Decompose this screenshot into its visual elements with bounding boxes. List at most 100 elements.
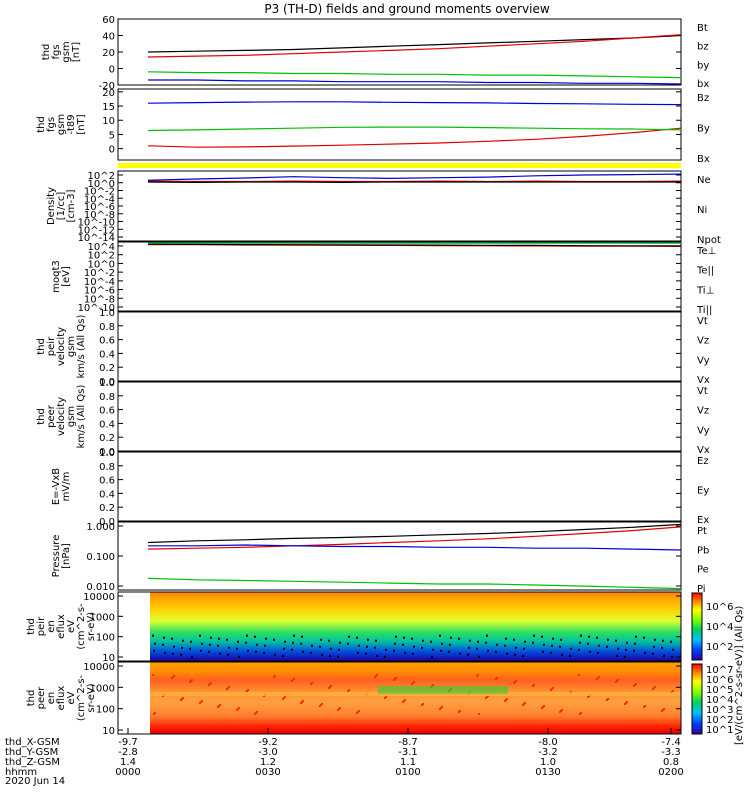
y-tick-label: 0.4 <box>99 419 115 430</box>
series-line <box>147 523 682 544</box>
panel-ylabel: peer <box>36 686 47 710</box>
heatmap-cell <box>617 647 619 650</box>
heatmap-cell <box>293 678 295 680</box>
heatmap-cell <box>580 634 582 637</box>
heatmap-cell <box>338 648 340 651</box>
y-tick-label: 0.010 <box>86 582 115 593</box>
cb-el-tick: 10^7 <box>706 665 733 676</box>
heatmap-cell <box>459 652 461 655</box>
x-row-label: thd_Y-GSM <box>5 747 58 758</box>
heatmap-cell <box>606 645 608 648</box>
heatmap-cell <box>607 638 609 641</box>
heatmap-cell <box>561 709 563 711</box>
heatmap-cell <box>552 687 554 689</box>
heatmap-cell <box>180 653 182 656</box>
y-tick-label: 1.0 <box>99 378 115 389</box>
heatmap-cell <box>413 645 415 648</box>
panel-ylabel: mV/m <box>61 472 72 502</box>
heatmap-cell <box>506 652 508 655</box>
heatmap-cell <box>330 647 332 650</box>
heatmap-cell <box>172 652 174 655</box>
legend-entry: Pb <box>697 545 709 556</box>
status-bar <box>118 163 681 168</box>
heatmap-cell <box>672 690 674 692</box>
panel-ylabel: [cm-3] <box>66 189 77 222</box>
heatmap-cell <box>458 637 460 640</box>
panel-ylabel: gsm <box>66 406 77 427</box>
cb-ion-tick: 10^6 <box>706 602 733 613</box>
heatmap-cell <box>348 635 350 638</box>
heatmap-cell <box>440 649 442 652</box>
heatmap-cell <box>152 634 154 637</box>
x-row-label: thd_X-GSM <box>5 737 60 748</box>
y-tick-label: 1000 <box>90 612 115 623</box>
panel-ylabel: [eV] <box>61 266 72 287</box>
x-tick-label: 1.4 <box>120 757 136 768</box>
legend-entry: Ey <box>697 486 709 497</box>
heatmap-cell <box>358 644 360 647</box>
legend-entry: Te⊥ <box>696 246 716 257</box>
heatmap-cell <box>356 636 358 639</box>
heatmap-cell <box>302 650 304 653</box>
heatmap-cell <box>543 705 545 707</box>
heatmap-cell <box>469 639 471 642</box>
heatmap-cell <box>617 679 619 681</box>
heatmap-cell <box>238 655 240 658</box>
cb-el-tick: 10^5 <box>706 685 733 696</box>
panel-frame <box>117 241 682 312</box>
legend-entry: Bz <box>697 93 709 104</box>
heatmap-cell <box>208 650 210 653</box>
heatmap-cell <box>256 711 258 713</box>
y-tick-label: 15 <box>102 102 115 113</box>
panel-frame <box>117 311 682 382</box>
heatmap-cell <box>274 675 276 677</box>
panel-1: 60 40 20 0 -20 thd fgs gsm [nT] Bt bz by bx <box>41 15 709 92</box>
heatmap-cell <box>164 651 166 654</box>
panel-ylabel: [nT] <box>76 114 87 134</box>
x-tick-label: 0130 <box>535 767 560 778</box>
y-tick-label: 100 <box>96 705 115 716</box>
heatmap-cell <box>478 655 480 658</box>
y-tick-label: 10^4 <box>88 242 115 253</box>
y-tick-label: 10000 <box>83 662 115 673</box>
panel-frame <box>117 451 682 522</box>
legend-entry: Ti|| <box>696 305 712 316</box>
legend-entry: Vx <box>697 445 710 456</box>
heatmap-cell <box>422 703 424 705</box>
heatmap-cell <box>625 648 627 651</box>
panel-ylabel: eflux <box>56 686 67 711</box>
heatmap-cell <box>496 677 498 679</box>
series-line <box>148 79 682 85</box>
heatmap-cell <box>541 635 543 638</box>
y-tick-label: 20 <box>102 88 115 99</box>
legend-entry: Vz <box>697 406 709 417</box>
legend-entry: bx <box>697 79 709 90</box>
legend-entry: by <box>697 60 709 71</box>
heatmap-cell <box>513 638 515 641</box>
heatmap-cell <box>217 644 219 647</box>
heatmap-cell <box>210 682 212 684</box>
panel-ylabel: (cm^2-s- <box>76 674 87 721</box>
panel-frame <box>117 381 682 452</box>
series-line <box>147 34 682 58</box>
heatmap-cell <box>282 654 284 657</box>
heatmap-cell <box>247 689 249 691</box>
series-line <box>147 526 682 550</box>
heatmap-cell <box>319 645 321 648</box>
heatmap-cell <box>358 710 360 712</box>
series-line <box>147 243 682 247</box>
heatmap-cell <box>441 642 443 645</box>
legend-entry: Vx <box>697 375 710 386</box>
panel-ylabel: Pressure <box>51 535 62 578</box>
panel-ylabel: Density <box>46 187 57 225</box>
y-tick-label: 100 <box>96 633 115 644</box>
heatmap-cell <box>421 646 423 649</box>
y-tick-label: 0.6 <box>99 476 115 487</box>
heatmap-cell <box>228 686 230 688</box>
heatmap-cell <box>550 651 552 654</box>
y-tick-label: 1.000 <box>86 522 115 533</box>
x-tick-label: -3.1 <box>398 747 418 758</box>
legend-entry: Npot <box>697 235 721 246</box>
heatmap-cell <box>661 646 663 649</box>
y-tick-label: 0.8 <box>99 462 115 473</box>
